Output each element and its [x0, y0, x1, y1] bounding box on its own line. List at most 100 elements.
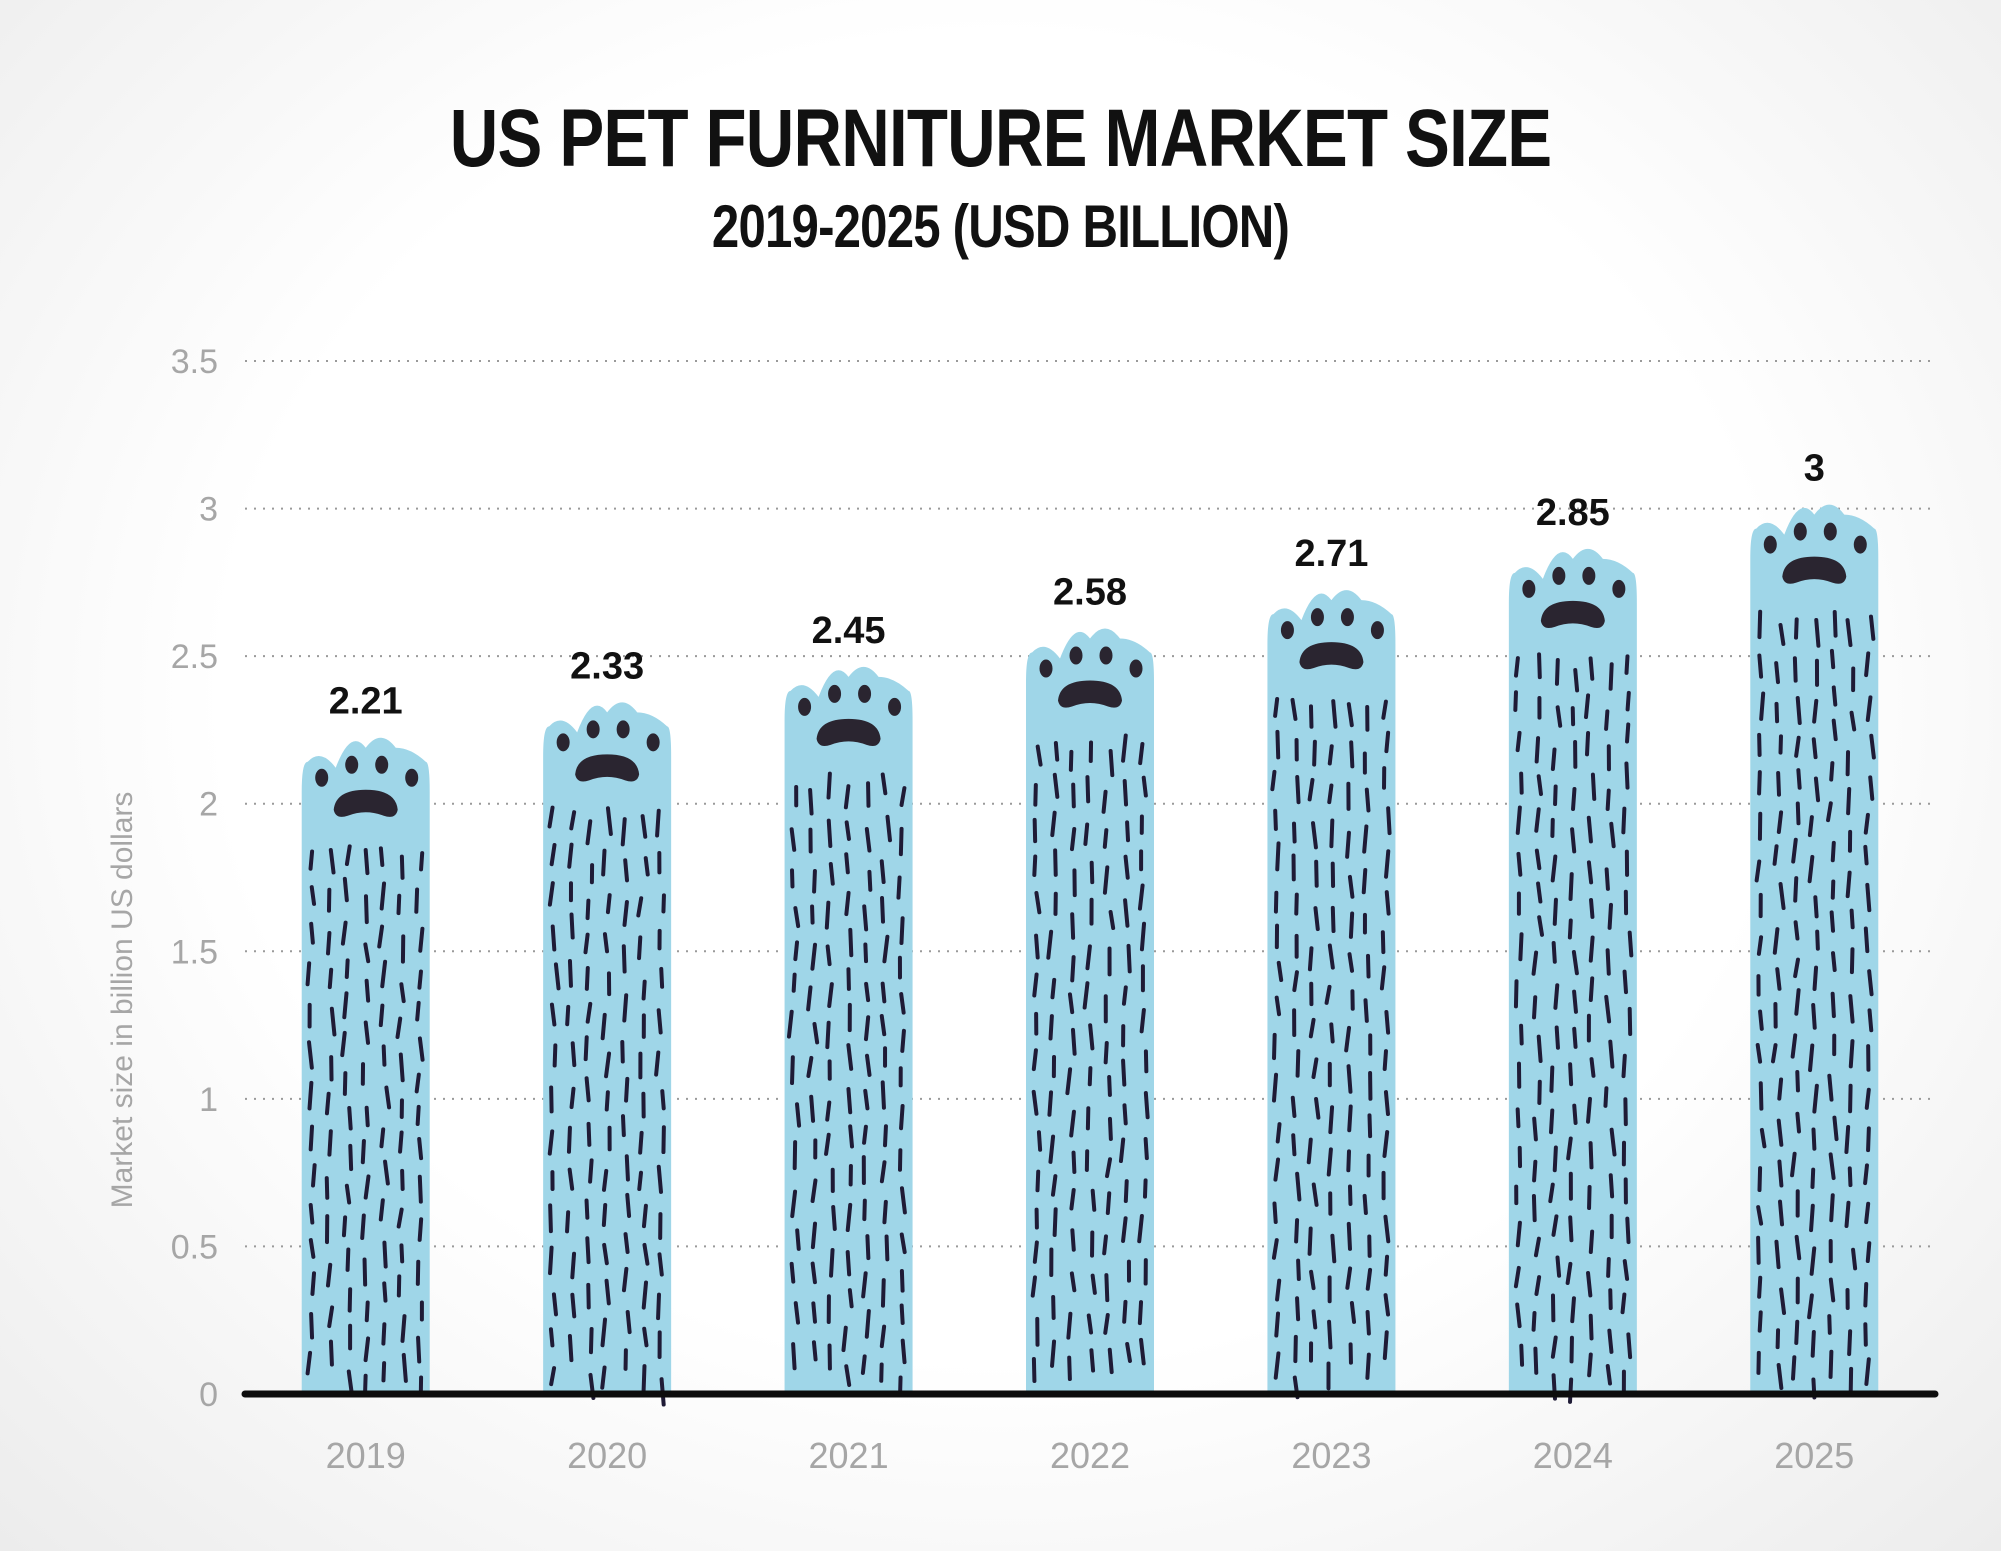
- fur-mark: [1070, 955, 1076, 983]
- fur-mark: [1572, 1103, 1578, 1125]
- fur-mark: [1832, 609, 1838, 638]
- fur-mark: [789, 827, 797, 852]
- fur-mark: [364, 1105, 370, 1128]
- fur-mark: [1295, 1049, 1301, 1078]
- fur-mark: [1102, 828, 1109, 849]
- fur-mark: [624, 1076, 630, 1103]
- fur-mark: [602, 932, 610, 954]
- fur-mark: [1101, 789, 1108, 814]
- fur-mark: [659, 966, 665, 989]
- fur-mark: [786, 1009, 794, 1039]
- fur-mark: [1330, 1233, 1337, 1264]
- fur-mark: [1553, 784, 1558, 807]
- fur-mark: [1123, 898, 1130, 928]
- fur-mark: [1778, 622, 1786, 646]
- fur-mark: [845, 1202, 853, 1233]
- fur-mark: [384, 1085, 392, 1110]
- fur-mark: [1586, 1096, 1592, 1124]
- fur-mark: [1865, 882, 1872, 913]
- fur-mark: [565, 1004, 571, 1027]
- fur-mark: [1774, 701, 1780, 724]
- fur-mark: [1846, 786, 1852, 816]
- fur-mark: [600, 1365, 607, 1390]
- fur-mark: [1365, 1309, 1371, 1336]
- fur-mark: [1534, 1275, 1542, 1296]
- fur-mark: [567, 959, 573, 988]
- fur-mark: [604, 1051, 612, 1079]
- y-axis-label: Market size in billion US dollars: [106, 792, 139, 1209]
- fur-mark: [1605, 1363, 1613, 1386]
- fur-mark: [344, 844, 352, 867]
- toe-bean: [1823, 522, 1837, 541]
- fur-mark: [1808, 1043, 1815, 1073]
- fur-mark: [1102, 1234, 1108, 1256]
- fur-mark: [896, 875, 902, 900]
- fur-mark: [1518, 932, 1524, 962]
- fur-mark: [1534, 807, 1541, 833]
- fur-mark: [793, 906, 801, 929]
- fur-mark: [363, 1020, 371, 1045]
- fur-mark: [415, 1000, 421, 1022]
- fur-mark: [1122, 1103, 1128, 1126]
- toe-bean: [315, 768, 329, 787]
- fur-mark: [1515, 1302, 1522, 1329]
- fur-mark: [327, 967, 334, 990]
- fur-mark: [1795, 695, 1802, 725]
- fur-mark: [1052, 772, 1060, 799]
- fur-mark: [1609, 1127, 1617, 1157]
- fur-mark: [1515, 805, 1522, 835]
- fur-mark: [1346, 1149, 1351, 1173]
- fur-mark: [885, 814, 892, 843]
- fur-mark: [363, 942, 371, 964]
- fur-mark: [553, 962, 561, 991]
- fur-mark: [880, 1080, 886, 1110]
- fur-mark: [1139, 1007, 1146, 1034]
- fur-mark: [879, 1324, 887, 1349]
- fur-mark: [398, 1130, 404, 1154]
- fur-mark: [324, 1091, 331, 1116]
- fur-mark: [1756, 1235, 1761, 1265]
- fur-mark: [328, 1339, 334, 1367]
- x-tick-label: 2024: [1533, 1435, 1613, 1476]
- fur-mark: [1807, 815, 1814, 838]
- fur-mark: [1515, 1220, 1522, 1248]
- fur-mark: [308, 1238, 316, 1259]
- fur-mark: [1105, 1191, 1112, 1215]
- fur-mark: [602, 1242, 609, 1266]
- fur-mark: [1513, 1265, 1521, 1289]
- fur-mark: [654, 1050, 661, 1077]
- x-tick-label: 2023: [1291, 1435, 1371, 1476]
- fur-mark: [641, 1364, 647, 1394]
- fur-mark: [899, 916, 905, 946]
- fur-mark: [1108, 910, 1116, 931]
- chart-subtitle: 2019-2025 (USD BILLION): [711, 193, 1290, 260]
- fur-mark: [1123, 1179, 1129, 1204]
- fur-mark: [1609, 821, 1616, 849]
- fur-mark: [1347, 874, 1355, 899]
- fur-mark: [1809, 1246, 1817, 1276]
- fur-mark: [1533, 1236, 1541, 1258]
- fur-mark: [1793, 957, 1800, 979]
- fur-mark: [1625, 722, 1631, 744]
- toe-bean: [405, 768, 419, 787]
- fur-mark: [1053, 741, 1060, 762]
- fur-mark: [396, 1207, 404, 1229]
- fur-mark: [1620, 1292, 1627, 1315]
- fur-mark: [1086, 1313, 1094, 1335]
- fur-mark: [1031, 1048, 1038, 1072]
- fur-mark: [364, 1300, 370, 1323]
- fur-mark: [547, 881, 555, 907]
- toe-bean: [1582, 566, 1596, 585]
- value-label: 2.21: [329, 681, 403, 723]
- fur-mark: [1048, 1014, 1054, 1041]
- fur-mark: [860, 1354, 867, 1375]
- fur-mark: [1776, 1363, 1784, 1390]
- fur-mark: [900, 1338, 907, 1365]
- fur-mark: [1536, 1034, 1543, 1064]
- fur-mark: [1291, 1133, 1297, 1157]
- toe-bean: [375, 755, 389, 774]
- fur-mark: [1758, 1009, 1764, 1031]
- fur-mark: [1770, 1043, 1778, 1064]
- fur-mark: [811, 1301, 817, 1324]
- fur-mark: [1067, 992, 1075, 1015]
